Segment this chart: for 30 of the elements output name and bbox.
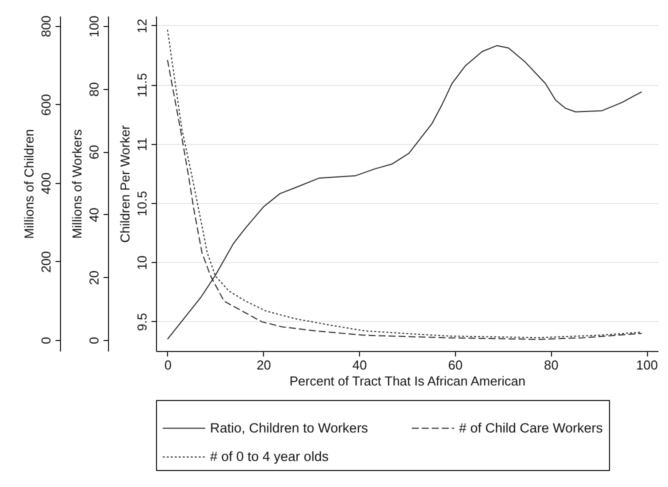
y-tick-label: 11 [134,138,150,152]
y2-tick-label: 100 [86,16,102,38]
y-tick-label: 11.5 [134,72,150,98]
y-tick-label: 12 [134,18,150,34]
y-tick-label: 9.5 [134,312,150,331]
legend-label: # of Child Care Workers [459,420,604,436]
y-tick-label: 10 [134,255,150,270]
x-tick-label: 100 [636,358,658,372]
y2-tick-label: 80 [86,82,102,97]
y2-tick-label: 60 [86,144,102,160]
x-tick-label: 40 [352,358,367,372]
y2-axis-title: Millions of Workers [70,128,84,239]
y2-tick-label: 0 [86,336,102,344]
x-tick-label: 20 [256,358,272,372]
legend-label: # of 0 to 4 year olds [210,449,329,464]
y3-tick-label: 600 [38,94,54,116]
x-axis-title: Percent of Tract That Is African American [289,374,526,388]
y3-tick-label: 800 [38,15,54,38]
y3-axis-title: Millions of Children [22,129,36,239]
y3-tick-label: 200 [38,251,54,273]
y3-tick-label: 0 [38,336,54,344]
x-tick-label: 80 [544,358,558,372]
legend-label: Ratio, Children to Workers [210,420,368,436]
y2-tick-label: 40 [86,208,102,222]
x-tick-label: 0 [164,358,172,372]
y2-tick-label: 20 [86,270,102,285]
y-tick-label: 10.5 [134,190,150,216]
y3-tick-label: 400 [38,172,54,194]
x-tick-label: 60 [448,358,463,372]
y-axis-title: Children Per Worker [118,124,132,243]
